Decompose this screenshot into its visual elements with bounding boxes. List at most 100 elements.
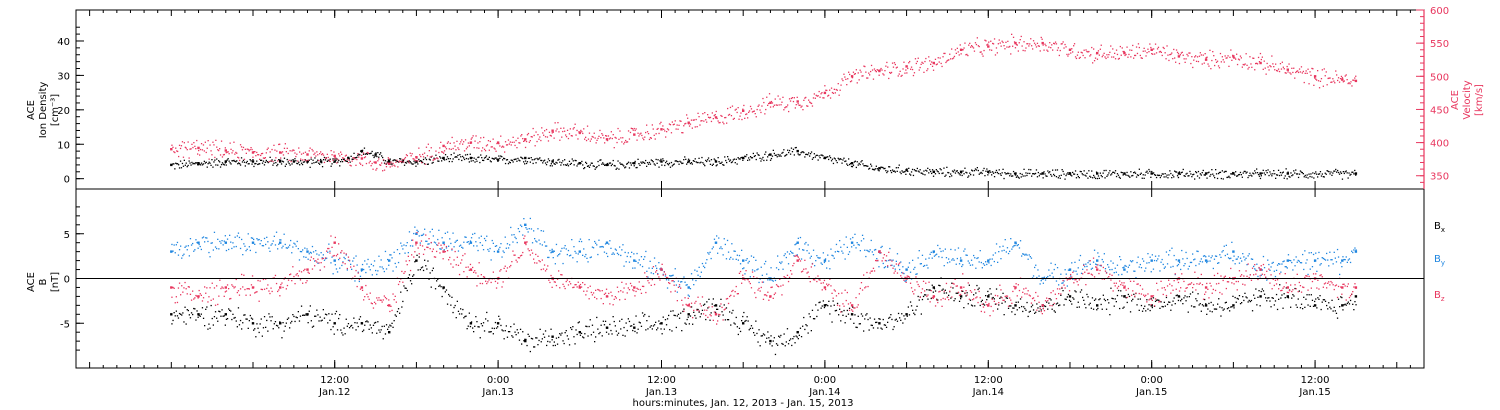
scatter-bx <box>255 336 257 338</box>
scatter-bz <box>246 288 248 290</box>
scatter-ion-density <box>298 161 300 163</box>
scatter-velocity <box>687 123 690 125</box>
scatter-velocity <box>1318 87 1321 89</box>
scatter-velocity <box>197 153 199 155</box>
scatter-ion-density <box>1053 175 1056 177</box>
scatter-bx <box>839 308 841 310</box>
scatter-bx <box>458 313 461 315</box>
scatter-velocity <box>178 155 180 158</box>
scatter-bx <box>253 329 255 331</box>
scatter-ion-density <box>1067 172 1069 174</box>
scatter-ion-density <box>727 158 730 160</box>
scatter-bz <box>187 286 189 288</box>
scatter-velocity <box>1186 53 1188 56</box>
scatter-ion-density <box>1252 172 1254 174</box>
scatter-ion-density <box>180 167 183 169</box>
scatter-velocity <box>533 134 535 137</box>
scatter-velocity <box>262 157 265 159</box>
scatter-bx <box>540 341 542 343</box>
scatter-ion-density <box>724 156 726 158</box>
scatter-bx <box>834 310 836 312</box>
scatter-ion-density <box>792 148 795 150</box>
scatter-ion-density <box>1349 174 1351 176</box>
scatter-bx <box>294 320 296 323</box>
scatter-bx <box>528 335 530 337</box>
scatter-bx <box>1031 304 1034 306</box>
scatter-bx <box>394 314 396 316</box>
scatter-ion-density <box>1238 173 1241 176</box>
scatter-ion-density <box>343 158 346 160</box>
scatter-by <box>235 245 237 248</box>
scatter-ion-density <box>778 155 780 157</box>
scatter-ion-density <box>795 146 797 149</box>
scatter-ion-density <box>734 162 736 164</box>
scatter-ion-density <box>507 163 510 165</box>
scatter-velocity <box>753 110 755 112</box>
scatter-velocity <box>1074 56 1077 58</box>
scatter-ion-density <box>256 160 258 162</box>
scatter-velocity <box>274 149 276 151</box>
scatter-velocity <box>526 134 529 136</box>
scatter-velocity <box>946 60 948 62</box>
scatter-ion-density <box>727 156 729 158</box>
scatter-velocity <box>1072 51 1074 53</box>
scatter-ion-density <box>1132 174 1134 177</box>
scatter-bx <box>1230 306 1232 308</box>
scatter-ion-density <box>711 164 713 166</box>
scatter-bx <box>417 269 419 271</box>
scatter-by <box>1024 254 1026 256</box>
scatter-bx <box>181 314 183 316</box>
scatter-bx <box>699 316 701 318</box>
scatter-velocity <box>1336 74 1338 76</box>
scatter-ion-density <box>894 171 896 173</box>
scatter-bx <box>440 286 442 288</box>
point-by <box>633 259 636 262</box>
scatter-ion-density <box>384 160 387 162</box>
scatter-ion-density <box>475 158 477 160</box>
scatter-by <box>528 228 530 230</box>
scatter-ion-density <box>1105 169 1107 172</box>
scatter-bx <box>539 328 541 330</box>
point-velocity <box>578 131 581 134</box>
scatter-by <box>1348 258 1351 260</box>
scatter-ion-density <box>758 154 760 156</box>
scatter-bx <box>982 303 985 305</box>
scatter-ion-density <box>1129 176 1131 178</box>
scatter-velocity <box>1053 42 1055 44</box>
scatter-by <box>472 233 474 235</box>
scatter-velocity <box>535 131 537 133</box>
scatter-bx <box>552 344 554 347</box>
scatter-velocity <box>859 69 861 71</box>
scatter-by <box>280 239 282 241</box>
scatter-ion-density <box>405 162 408 164</box>
scatter-velocity <box>715 110 717 113</box>
scatter-by <box>302 249 304 251</box>
scatter-by <box>1274 275 1277 278</box>
scatter-ion-density <box>296 162 298 165</box>
scatter-by <box>360 270 363 272</box>
scatter-bx <box>1293 295 1295 297</box>
scatter-by <box>443 249 445 251</box>
scatter-bx <box>309 305 311 307</box>
scatter-velocity <box>530 136 532 138</box>
point-by <box>1177 259 1181 262</box>
scatter-ion-density <box>202 163 205 165</box>
scatter-bx <box>749 327 751 330</box>
scatter-ion-density <box>726 161 728 164</box>
scatter-velocity <box>1162 46 1164 49</box>
scatter-by <box>498 248 500 250</box>
scatter-bx <box>271 316 273 318</box>
scatter-bx <box>1151 306 1153 309</box>
scatter-bx <box>730 324 732 326</box>
scatter-velocity <box>736 111 738 114</box>
scatter-ion-density <box>292 159 294 161</box>
scatter-bx <box>881 328 883 330</box>
scatter-bx <box>1076 306 1078 308</box>
scatter-ion-density <box>1025 172 1027 174</box>
scatter-ion-density <box>520 156 522 158</box>
scatter-by <box>535 240 537 242</box>
scatter-ion-density <box>779 154 781 156</box>
scatter-bx <box>656 329 658 331</box>
scatter-by <box>945 257 948 259</box>
scatter-bx <box>818 301 820 304</box>
